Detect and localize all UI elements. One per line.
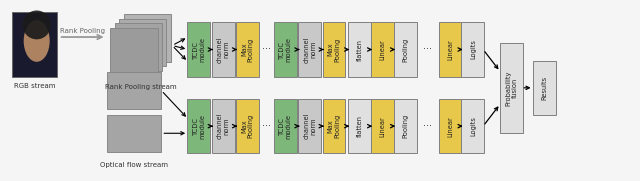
Text: Linear: Linear (380, 116, 385, 136)
FancyBboxPatch shape (119, 19, 166, 66)
FancyBboxPatch shape (107, 72, 161, 109)
FancyBboxPatch shape (348, 22, 371, 77)
FancyBboxPatch shape (274, 22, 297, 77)
FancyBboxPatch shape (461, 99, 484, 153)
Text: Probability
fusion: Probability fusion (505, 70, 517, 106)
Text: channel
norm: channel norm (303, 113, 316, 139)
FancyBboxPatch shape (323, 22, 346, 77)
Text: Rank Pooling stream: Rank Pooling stream (105, 84, 177, 90)
Text: Pooling: Pooling (403, 37, 408, 62)
Text: channel
norm: channel norm (303, 36, 316, 63)
Text: Max
Pooling: Max Pooling (328, 114, 340, 138)
FancyBboxPatch shape (212, 22, 235, 77)
FancyBboxPatch shape (188, 99, 211, 153)
Text: Linear: Linear (380, 39, 385, 60)
FancyBboxPatch shape (323, 99, 346, 153)
Text: ···: ··· (262, 121, 271, 131)
FancyBboxPatch shape (274, 99, 297, 153)
Ellipse shape (24, 20, 50, 62)
Text: ···: ··· (423, 121, 432, 131)
FancyBboxPatch shape (212, 99, 235, 153)
FancyBboxPatch shape (438, 99, 461, 153)
FancyBboxPatch shape (371, 22, 394, 77)
Text: Linear: Linear (447, 116, 453, 136)
Text: channel
norm: channel norm (217, 113, 229, 139)
FancyBboxPatch shape (12, 12, 58, 77)
Text: Logits: Logits (470, 40, 476, 59)
FancyBboxPatch shape (298, 22, 321, 77)
Text: Results: Results (541, 76, 547, 100)
FancyBboxPatch shape (110, 28, 157, 75)
FancyBboxPatch shape (500, 43, 523, 133)
FancyBboxPatch shape (371, 99, 394, 153)
FancyBboxPatch shape (107, 115, 161, 152)
FancyBboxPatch shape (124, 14, 171, 62)
FancyBboxPatch shape (236, 22, 259, 77)
Text: channel
norm: channel norm (217, 36, 229, 63)
FancyBboxPatch shape (188, 22, 211, 77)
Text: TCDC
module: TCDC module (193, 114, 205, 139)
FancyBboxPatch shape (438, 22, 461, 77)
Text: Max
Pooling: Max Pooling (241, 37, 253, 62)
FancyBboxPatch shape (348, 99, 371, 153)
Ellipse shape (22, 10, 51, 39)
Text: TCDC
module: TCDC module (279, 37, 292, 62)
Text: ···: ··· (262, 45, 271, 54)
Text: Max
Pooling: Max Pooling (328, 37, 340, 62)
Text: TCDC
module: TCDC module (279, 114, 292, 139)
Text: flatten: flatten (356, 115, 362, 137)
Text: Pooling: Pooling (403, 114, 408, 138)
Text: Logits: Logits (470, 116, 476, 136)
Text: Optical flow stream: Optical flow stream (100, 162, 168, 168)
FancyBboxPatch shape (115, 23, 162, 71)
Text: Rank Pooling: Rank Pooling (60, 28, 105, 34)
FancyBboxPatch shape (298, 99, 321, 153)
FancyBboxPatch shape (533, 61, 556, 115)
FancyBboxPatch shape (394, 99, 417, 153)
FancyBboxPatch shape (236, 99, 259, 153)
Text: RGB stream: RGB stream (14, 83, 55, 89)
Text: Max
Pooling: Max Pooling (241, 114, 253, 138)
FancyBboxPatch shape (394, 22, 417, 77)
Text: Linear: Linear (447, 39, 453, 60)
Text: flatten: flatten (356, 39, 362, 60)
Text: TCDC
module: TCDC module (193, 37, 205, 62)
FancyBboxPatch shape (461, 22, 484, 77)
Text: ···: ··· (423, 45, 432, 54)
